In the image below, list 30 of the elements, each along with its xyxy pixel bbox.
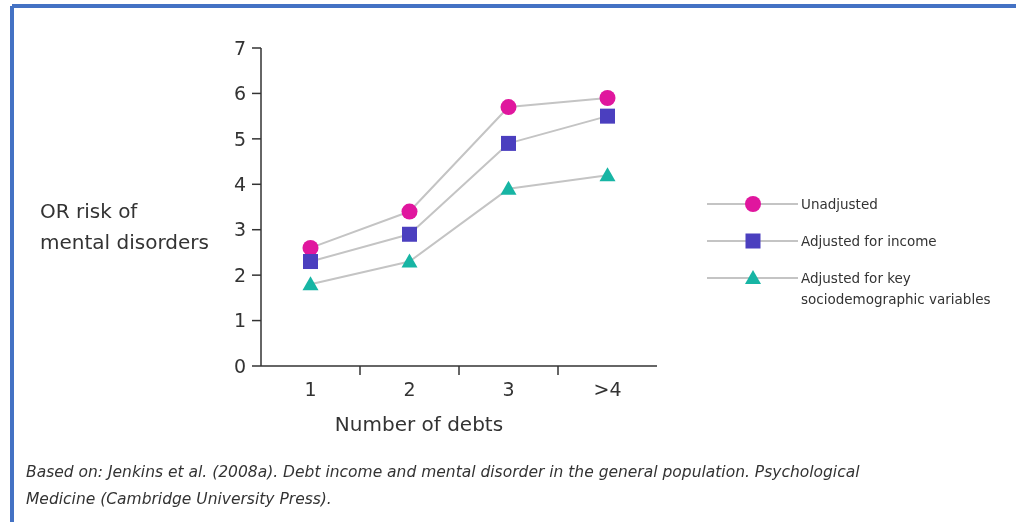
text: Unadjusted (801, 195, 878, 212)
x-axis-title: Number of debts (334, 412, 504, 436)
y-tick-label: 7 (233, 36, 246, 59)
point (599, 89, 616, 106)
point (401, 253, 418, 268)
point (302, 276, 319, 291)
x-tick-label: >4 (593, 378, 622, 400)
y-tick-label: 5 (233, 127, 246, 150)
text: Adjusted for income (801, 232, 937, 249)
point (303, 254, 318, 270)
point (302, 239, 319, 256)
point (402, 226, 417, 242)
y-axis-title: OR risk of mental disorders (40, 199, 209, 254)
y-tick-label: 6 (233, 82, 246, 105)
y-tick-label: 2 (233, 263, 246, 286)
text: Based on: Jenkins et al. (2008a). Debt income and mental disorder in the general population. Psychological Medicine (Cambridge University Press). (26, 463, 861, 508)
point (600, 108, 615, 124)
y-tick-label: 1 (233, 309, 246, 332)
point (599, 167, 616, 182)
y-tick-label: 0 (233, 354, 246, 377)
point (500, 180, 517, 195)
text: Adjusted for key sociodemographic variables (801, 269, 991, 307)
point (501, 135, 516, 151)
x-tick-label: 3 (502, 378, 515, 400)
y-tick-label: 3 (233, 218, 246, 241)
x-tick-label: 2 (403, 378, 416, 400)
point (401, 203, 418, 220)
x-tick-label: 1 (304, 378, 317, 400)
point (500, 99, 517, 116)
y-tick-label: 4 (233, 172, 246, 195)
